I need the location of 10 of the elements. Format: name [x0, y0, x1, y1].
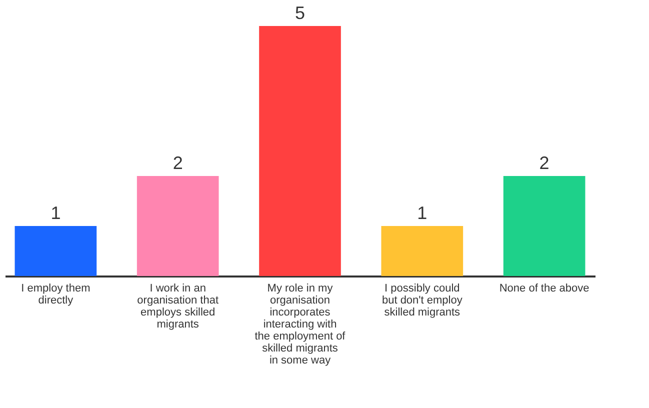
data-label: 5	[294, 3, 306, 23]
data-label: 2	[172, 153, 183, 173]
x-tick-label: My role in my organisation incorporates interacting with the employment of skilled migrants in some way	[254, 282, 346, 366]
data-label: 1	[417, 203, 428, 223]
data-label: 1	[50, 203, 61, 223]
x-tick-label: I possibly could but don't employ skilled migrants	[382, 282, 463, 318]
x-tick-label: I work in an organisation that employs skilled migrants	[137, 282, 219, 330]
x-tick-label: None of the above	[499, 282, 590, 294]
x-tick-label: I employ them directly	[21, 282, 90, 306]
data-label: 2	[539, 153, 550, 173]
